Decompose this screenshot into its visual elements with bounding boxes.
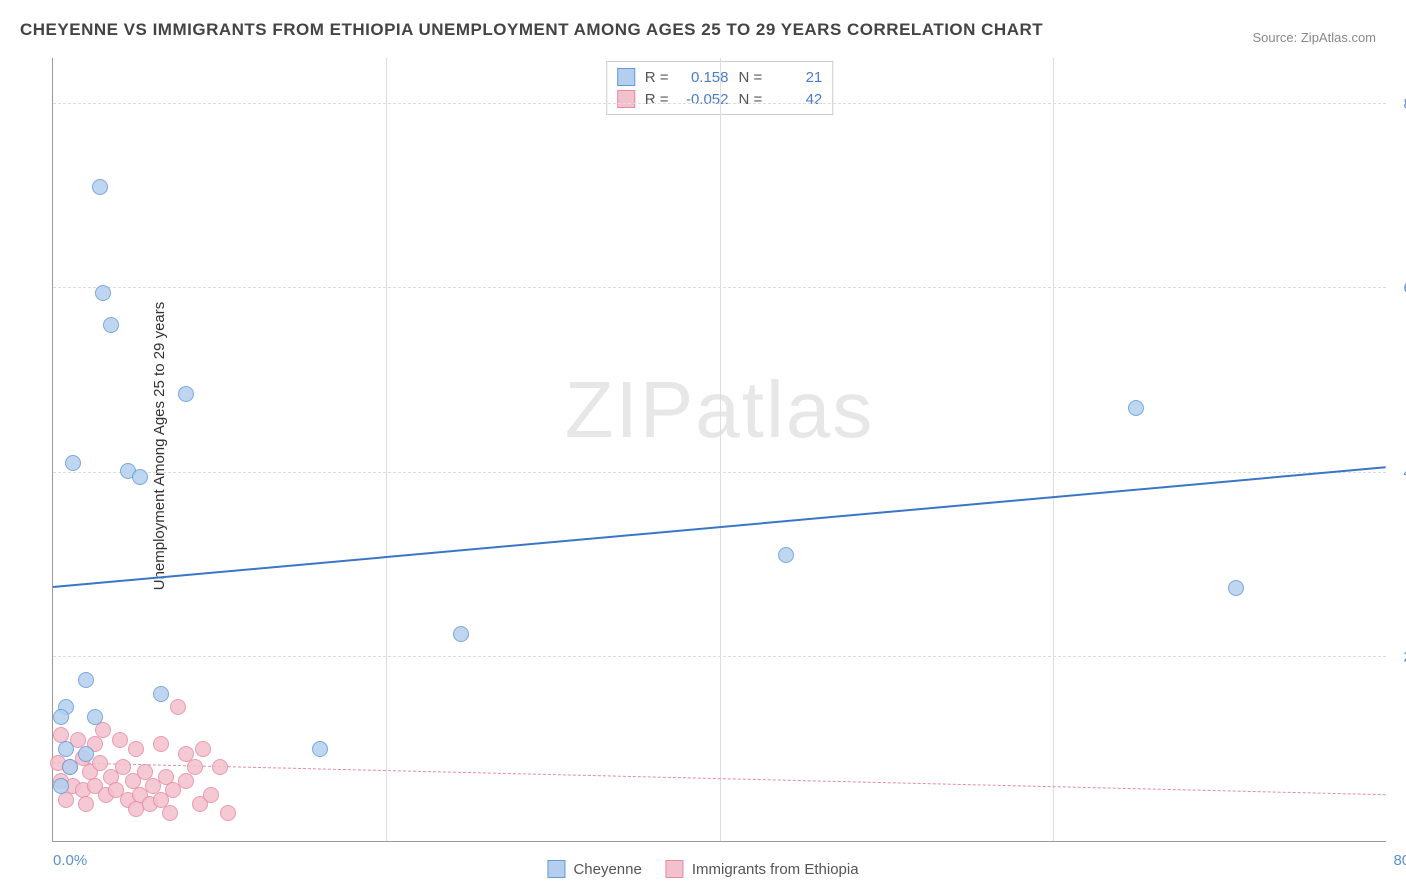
data-point [178,386,194,402]
x-tick-label: 80.0% [1393,852,1406,869]
data-point [87,709,103,725]
n-value-cheyenne: 21 [772,69,822,86]
data-point [103,317,119,333]
data-point [195,741,211,757]
legend-item-cheyenne: Cheyenne [547,860,641,878]
r-label: R = [645,69,669,86]
data-point [170,699,186,715]
data-point [53,778,69,794]
swatch-cheyenne [617,68,635,86]
n-label: N = [739,69,763,86]
data-point [78,746,94,762]
series-legend: Cheyenne Immigrants from Ethiopia [547,860,858,878]
vgridline [386,58,387,841]
data-point [78,672,94,688]
r-value-cheyenne: 0.158 [679,69,729,86]
data-point [212,759,228,775]
data-point [132,469,148,485]
vgridline [1053,58,1054,841]
data-point [65,455,81,471]
legend-label-ethiopia: Immigrants from Ethiopia [692,861,859,878]
data-point [153,736,169,752]
plot-area: ZIPatlas R = 0.158 N = 21 R = -0.052 N =… [52,58,1386,842]
source-attribution: Source: ZipAtlas.com [1252,30,1376,45]
legend-label-cheyenne: Cheyenne [573,861,641,878]
x-tick-label: 0.0% [53,852,87,869]
data-point [778,547,794,563]
data-point [95,722,111,738]
swatch-cheyenne [547,860,565,878]
legend-item-ethiopia: Immigrants from Ethiopia [666,860,859,878]
data-point [95,285,111,301]
data-point [112,732,128,748]
data-point [312,741,328,757]
data-point [92,755,108,771]
vgridline [720,58,721,841]
data-point [162,805,178,821]
data-point [1128,400,1144,416]
data-point [78,796,94,812]
data-point [58,792,74,808]
data-point [453,626,469,642]
data-point [92,179,108,195]
swatch-ethiopia [666,860,684,878]
r-value-ethiopia: -0.052 [679,91,729,108]
data-point [58,741,74,757]
data-point [53,709,69,725]
data-point [62,759,78,775]
data-point [128,801,144,817]
n-value-ethiopia: 42 [772,91,822,108]
data-point [220,805,236,821]
data-point [128,741,144,757]
chart-title: CHEYENNE VS IMMIGRANTS FROM ETHIOPIA UNE… [20,20,1043,40]
n-label: N = [739,91,763,108]
swatch-ethiopia [617,90,635,108]
data-point [1228,580,1244,596]
data-point [203,787,219,803]
chart-container: CHEYENNE VS IMMIGRANTS FROM ETHIOPIA UNE… [0,0,1406,892]
r-label: R = [645,91,669,108]
data-point [178,773,194,789]
data-point [153,686,169,702]
